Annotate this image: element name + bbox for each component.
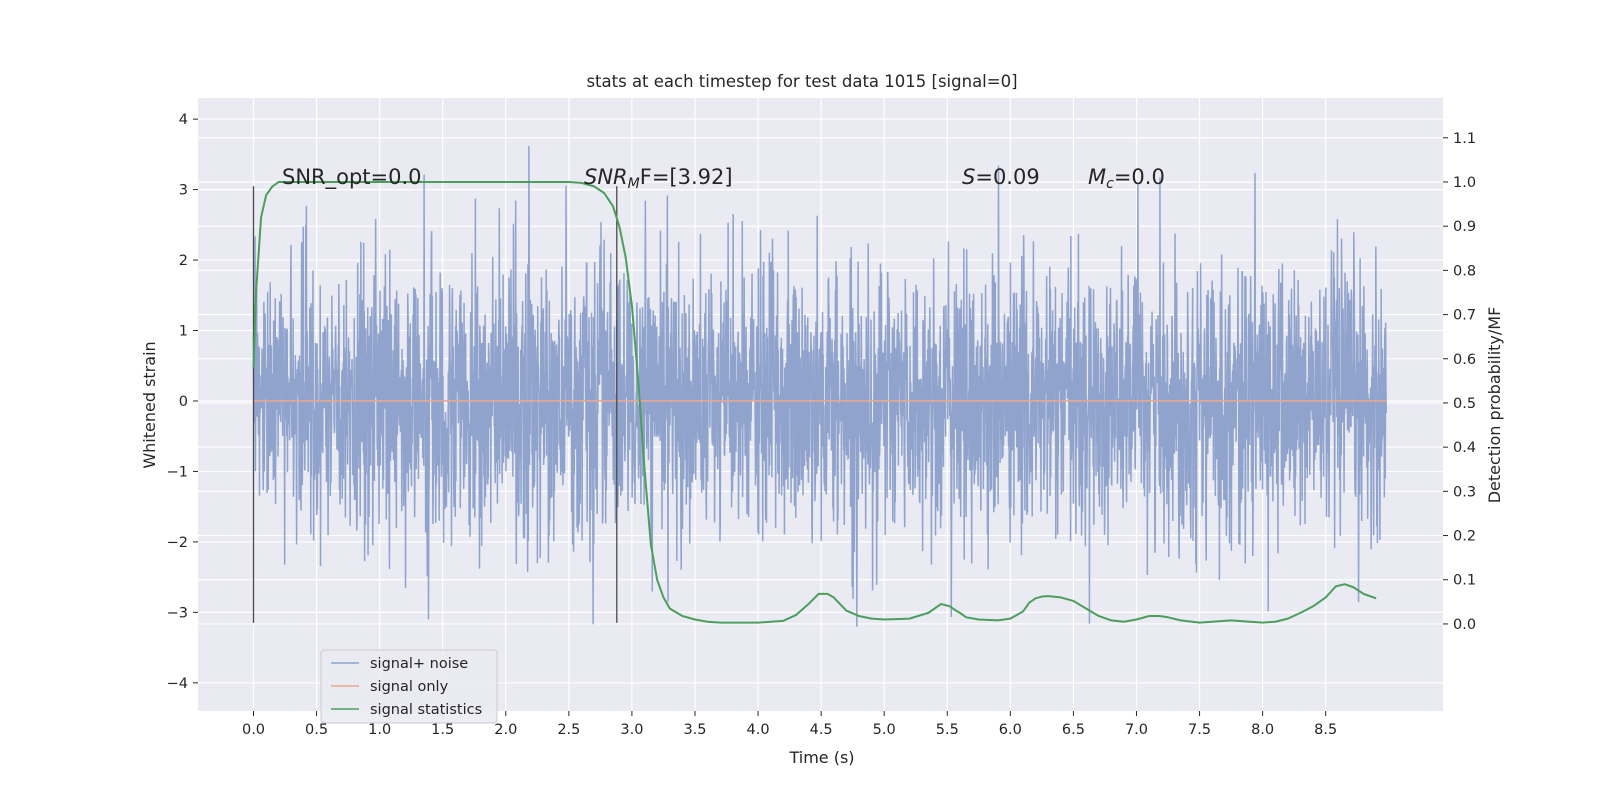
statistics-series <box>252 180 1377 624</box>
y-tick-label: 2 <box>179 253 188 269</box>
legend: signal+ noise signal only signal statist… <box>320 649 498 724</box>
y-right-tick-label: 1.0 <box>1453 175 1476 191</box>
legend-label-signal: signal only <box>370 679 449 695</box>
annotation-s-value: =0.09 <box>975 165 1039 189</box>
annotation-s: S=0.09 <box>962 165 1040 189</box>
y-tick-label: 3 <box>179 183 188 199</box>
y-right-tick-label: 0.2 <box>1453 529 1476 545</box>
vertical-markers <box>252 186 618 623</box>
annotation-snr-opt: SNR_opt=0.0 <box>282 165 422 190</box>
x-tick-label: 3.5 <box>683 722 706 738</box>
statistics-line <box>252 180 1377 624</box>
y-right-tick-label: 0.8 <box>1453 263 1476 279</box>
legend-box <box>320 649 498 724</box>
y-axis-left: 4 3 2 1 0 −1 −2 −3 −4 <box>167 112 198 692</box>
annotation-snr-mf-base: SNR <box>584 165 628 189</box>
x-tick-label: 1.5 <box>431 722 454 738</box>
y-right-tick-label: 0.1 <box>1453 573 1476 589</box>
y-right-tick-label: 0.9 <box>1453 219 1476 235</box>
x-tick-label: 2.0 <box>494 722 517 738</box>
annotation-snr-mf-sub: M <box>628 176 640 192</box>
y-right-tick-label: 1.1 <box>1453 131 1476 147</box>
y-tick-label: 0 <box>179 394 188 410</box>
x-tick-label: 7.5 <box>1188 722 1211 738</box>
y-right-tick-label: 0.4 <box>1453 440 1476 456</box>
noise-series <box>252 146 1387 627</box>
y-tick-label: −2 <box>167 535 188 551</box>
annotation-mc-sub: c <box>1106 176 1114 192</box>
x-tick-label: 3.0 <box>620 722 643 738</box>
x-tick-label: 8.5 <box>1314 722 1337 738</box>
annotation-snr-mf: SNRMF=[3.92] <box>584 165 733 192</box>
x-tick-label: 1.0 <box>368 722 391 738</box>
annotation-mc-symbol: M <box>1088 165 1106 189</box>
x-tick-label: 0.0 <box>242 722 265 738</box>
x-axis-label: Time (s) <box>788 748 854 767</box>
y-axis-label-left: Whitened strain <box>140 341 159 468</box>
x-tick-label: 7.0 <box>1125 722 1148 738</box>
y-tick-label: 1 <box>179 324 188 340</box>
legend-label-noise: signal+ noise <box>370 656 468 672</box>
legend-label-statistics: signal statistics <box>370 702 482 718</box>
annotation-mc-value: =0.0 <box>1114 165 1165 189</box>
y-tick-label: −4 <box>167 676 188 692</box>
y-right-tick-label: 0.3 <box>1453 484 1476 500</box>
noise-line <box>252 146 1387 627</box>
y-right-tick-label: 0.5 <box>1453 396 1476 412</box>
y-axis-label-right: Detection probability/MF <box>1485 307 1504 504</box>
y-tick-label: −3 <box>167 605 188 621</box>
y-right-tick-label: 0.0 <box>1453 617 1476 633</box>
x-tick-label: 2.5 <box>557 722 580 738</box>
x-axis: 0.0 0.5 1.0 1.5 2.0 2.5 3.0 3.5 4.0 4.5 5.0 5.5 6.0 6… <box>242 711 1337 738</box>
x-tick-label: 5.0 <box>873 722 896 738</box>
x-tick-label: 8.0 <box>1251 722 1274 738</box>
annotation-snr-mf-value: F=[3.92] <box>640 165 733 189</box>
x-tick-label: 0.5 <box>305 722 328 738</box>
y-axis-right: 1.1 1.0 0.9 0.8 0.7 0.6 0.5 0.4 0.3 0.2 0.1 0.0 <box>1443 131 1476 633</box>
annotation-mc: Mc=0.0 <box>1088 165 1165 192</box>
x-tick-label: 5.5 <box>936 722 959 738</box>
x-tick-label: 6.0 <box>999 722 1022 738</box>
x-tick-label: 6.5 <box>1062 722 1085 738</box>
x-tick-label: 4.0 <box>747 722 770 738</box>
y-tick-label: 4 <box>179 112 188 128</box>
annotation-s-symbol: S <box>962 165 975 189</box>
chart-title: stats at each timestep for test data 101… <box>586 72 1017 91</box>
x-tick-label: 4.5 <box>810 722 833 738</box>
y-right-tick-label: 0.6 <box>1453 352 1476 368</box>
y-tick-label: −1 <box>167 464 188 480</box>
y-right-tick-label: 0.7 <box>1453 308 1476 324</box>
